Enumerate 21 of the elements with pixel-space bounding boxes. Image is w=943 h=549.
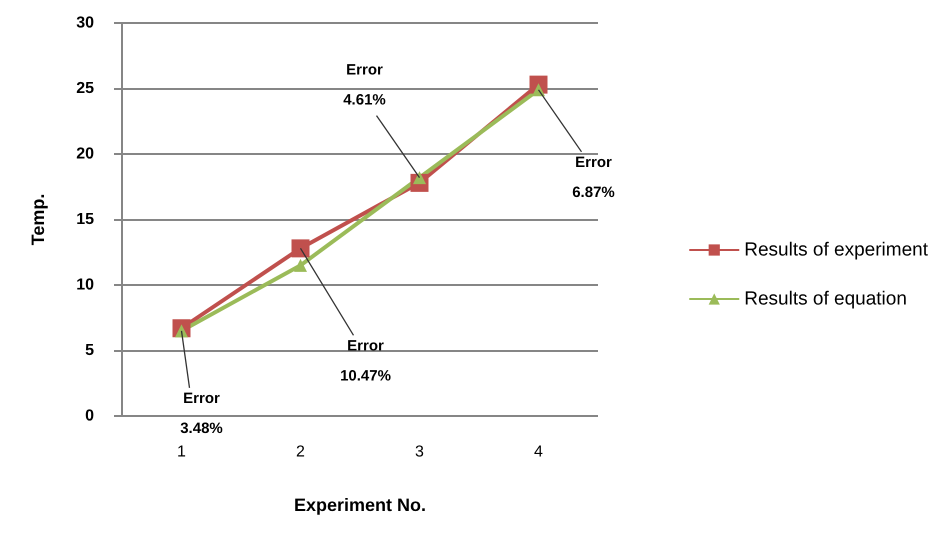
annotation: Error 3.48% (180, 390, 223, 437)
annotation: Error 10.47% (340, 337, 391, 384)
x-tick-label: 4 (534, 444, 544, 460)
y-tick-label: 30 (76, 14, 94, 32)
y-axis-title: Temp. (28, 194, 48, 246)
point (294, 258, 307, 272)
legend-label: Results of equation (744, 288, 907, 310)
x-axis-title: Experiment No. (294, 495, 426, 515)
y-tick-label: 15 (76, 211, 94, 228)
annotation: Error 6.87% (572, 154, 615, 201)
y-tick-label: 20 (76, 146, 94, 162)
x-tick-label: 3 (415, 444, 424, 460)
point (292, 239, 310, 258)
y-tick-label: 25 (76, 80, 94, 97)
x-tick-label: 2 (296, 444, 306, 460)
y-tick-label: 10 (76, 276, 94, 294)
y-tick-label: 5 (85, 342, 94, 359)
legend-label: Results of experiment (744, 240, 929, 260)
annotation: Error 4.61% (343, 62, 386, 109)
x-tick-label: 1 (177, 444, 186, 460)
y-tick-label: 0 (85, 408, 94, 424)
